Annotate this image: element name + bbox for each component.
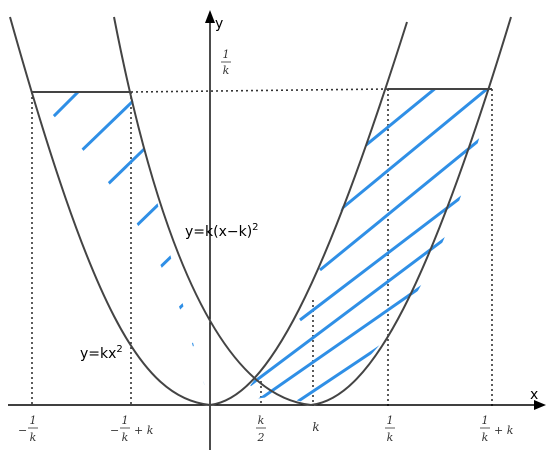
y-axis-arrow bbox=[205, 10, 215, 23]
x-axis-arrow bbox=[534, 400, 546, 410]
svg-text:k: k bbox=[122, 431, 129, 444]
parabola-k-x-minus-k-2 bbox=[113, 16, 512, 407]
y-tick-inv-k: 1 k bbox=[221, 48, 231, 77]
x-tick-neg-inv-k-plus-k: − 1 k + k bbox=[110, 414, 154, 444]
region-top-edges bbox=[32, 88, 492, 93]
x-tick-k: k bbox=[312, 420, 319, 434]
x-tick-neg-inv-k: − 1 k bbox=[18, 414, 38, 444]
label-parabola-1: y=kx2 bbox=[80, 344, 123, 362]
svg-text:k: k bbox=[258, 414, 265, 427]
svg-text:−: − bbox=[110, 424, 119, 437]
x-tick-inv-k: 1 k bbox=[385, 414, 395, 444]
svg-text:1: 1 bbox=[387, 414, 394, 427]
svg-text:k: k bbox=[30, 431, 37, 444]
x-axis-label: x bbox=[530, 387, 538, 403]
svg-text:−: − bbox=[18, 424, 27, 437]
curves bbox=[9, 16, 512, 407]
svg-text:k: k bbox=[387, 431, 394, 444]
svg-text:1: 1 bbox=[482, 414, 489, 427]
axes bbox=[8, 10, 546, 450]
guide-y-level bbox=[130, 88, 389, 93]
svg-text:1: 1 bbox=[122, 414, 129, 427]
svg-text:+ k: + k bbox=[494, 424, 514, 437]
svg-text:+ k: + k bbox=[134, 424, 154, 437]
x-tick-inv-k-plus-k: 1 k + k bbox=[480, 414, 514, 444]
hatch-left-region bbox=[32, 92, 210, 405]
svg-text:1: 1 bbox=[223, 48, 230, 61]
svg-text:k: k bbox=[482, 431, 489, 444]
svg-text:2: 2 bbox=[257, 431, 265, 444]
x-tick-half-k: k 2 bbox=[256, 414, 266, 444]
parabola-kx2 bbox=[9, 16, 408, 407]
hatch-right-region bbox=[234, 89, 492, 405]
y-axis-label: y bbox=[215, 16, 223, 32]
guide-lines bbox=[31, 88, 493, 406]
svg-text:k: k bbox=[223, 64, 230, 77]
svg-text:1: 1 bbox=[30, 414, 37, 427]
label-parabola-2: y=k(x−k)2 bbox=[185, 222, 259, 240]
